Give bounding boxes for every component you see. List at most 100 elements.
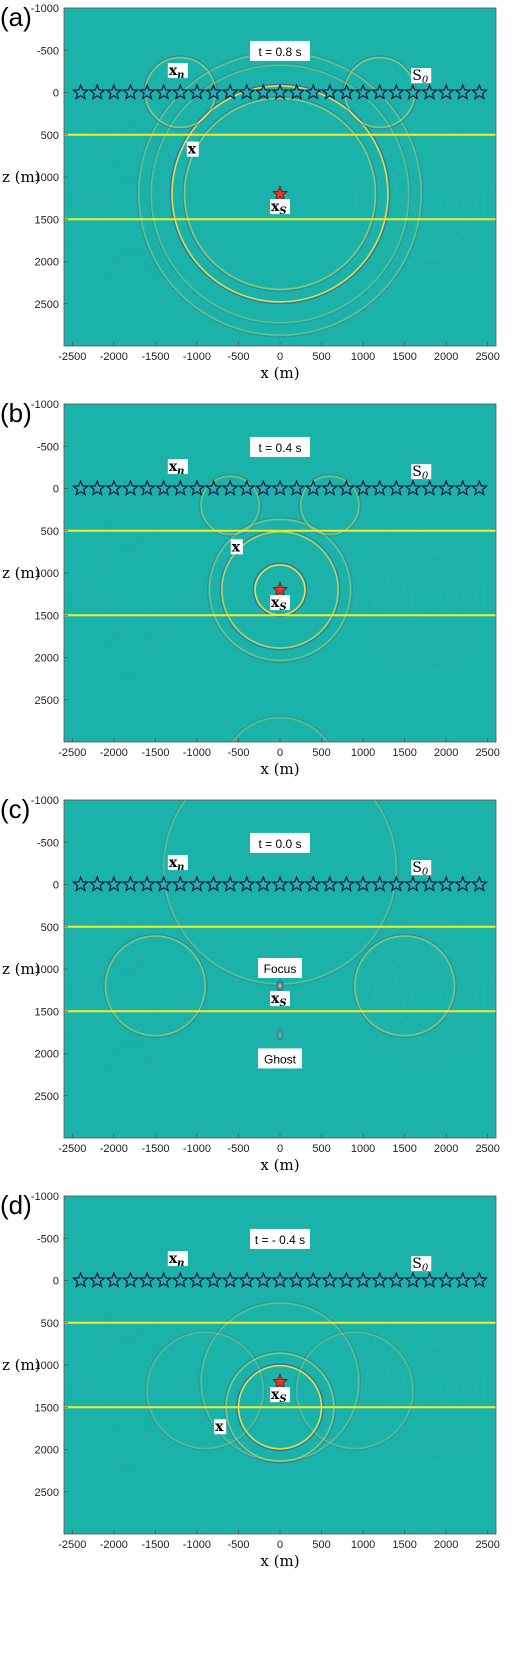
background-ripple — [410, 1371, 449, 1410]
time-label-box — [250, 40, 310, 61]
receiver-star — [387, 479, 406, 496]
wavefront-light — [231, 716, 329, 742]
symbol-subscript: n — [177, 1258, 184, 1269]
receiver-star — [188, 1271, 206, 1288]
y-tick-label: 2500 — [35, 1091, 59, 1103]
receiver-star — [287, 83, 306, 100]
receiver-star — [254, 875, 273, 892]
background-ripple — [365, 533, 495, 663]
symbol-label-box — [214, 1419, 227, 1435]
symbol-subscript: S — [279, 998, 286, 1009]
panel-label: (d) — [0, 1190, 32, 1220]
background-ripple — [70, 934, 191, 1055]
wavefront-dark — [252, 562, 308, 618]
background-ripple — [401, 570, 458, 627]
background-ripple — [383, 1344, 476, 1437]
background-ripple — [365, 1325, 495, 1455]
symbol-label-box — [411, 860, 432, 876]
receiver-star — [221, 1271, 239, 1288]
receiver-star — [238, 479, 256, 496]
wavefront-dark — [103, 933, 208, 1039]
wavefront-light — [200, 1302, 360, 1462]
y-tick-label: -500 — [37, 837, 59, 849]
receiver-star — [271, 479, 289, 496]
time-label-box — [250, 1228, 310, 1249]
wavefront-light — [104, 935, 207, 1037]
receiver-star — [370, 479, 389, 496]
receiver-star — [121, 1271, 140, 1288]
receiver-star — [254, 83, 273, 100]
x-tick-label: -500 — [227, 1539, 249, 1551]
symbol-subscript: S — [279, 1394, 286, 1405]
receiver-star — [354, 479, 372, 496]
background-ripple — [64, 1312, 209, 1469]
y-tick-label: 2000 — [35, 653, 59, 665]
receiver-star — [71, 479, 90, 496]
background-ripple — [79, 547, 182, 650]
background-ripple — [107, 971, 154, 1018]
receiver-star — [138, 1271, 156, 1288]
background-ripple — [392, 1353, 467, 1428]
y-tick-label: 500 — [41, 1318, 59, 1330]
x-tick-label: -500 — [227, 351, 249, 363]
symbol-subscript: n — [177, 70, 184, 81]
receiver-star — [354, 1271, 372, 1288]
x-tick-label: 500 — [312, 1143, 330, 1155]
focus-blob — [275, 1026, 285, 1043]
x-tick-label: 2500 — [475, 1539, 499, 1551]
receiver-star — [420, 875, 439, 892]
receiver-star — [121, 875, 140, 892]
wavefront-light — [353, 935, 456, 1037]
background-ripple — [401, 966, 458, 1023]
wavefront-dark — [294, 1329, 416, 1451]
background-ripple — [97, 961, 163, 1027]
receiver-star — [404, 479, 422, 496]
background-ripple — [79, 151, 182, 254]
x-axis-label: x (m) — [260, 364, 299, 382]
symbol-label-box — [270, 595, 290, 611]
x-tick-label: 2000 — [434, 747, 458, 759]
y-tick-label: -500 — [37, 45, 59, 57]
y-tick-label: 1500 — [35, 610, 59, 622]
wavefront-light — [150, 64, 410, 324]
y-tick-label: -1000 — [31, 1191, 59, 1203]
background-ripple — [70, 538, 191, 659]
receiver-star — [171, 83, 190, 100]
receiver-star — [454, 875, 472, 892]
receiver-star — [337, 479, 356, 496]
wavefront-dark — [298, 474, 362, 537]
annotation-ghost: Ghost — [264, 1052, 297, 1066]
wavefront-dark — [148, 62, 412, 325]
background-ripple — [355, 1316, 496, 1464]
y-tick-label: 2500 — [35, 299, 59, 311]
y-axis-label: z (m) — [2, 1356, 41, 1374]
panel-label: (c) — [0, 794, 30, 824]
symbol-subscript: 0 — [422, 75, 429, 86]
receiver-star — [420, 1271, 439, 1288]
panel-d: t = - 0.4 sxn S0xxS-1000-5000500100015002… — [0, 1190, 500, 1570]
y-tick-label: -500 — [37, 441, 59, 453]
x-tick-label: 2500 — [475, 351, 499, 363]
receiver-star — [154, 1271, 173, 1288]
y-tick-label: 0 — [53, 484, 59, 496]
background-ripple — [70, 142, 191, 263]
receiver-star — [437, 83, 455, 100]
receiver-star — [337, 875, 356, 892]
receiver-star — [321, 479, 339, 496]
source-star — [271, 1373, 289, 1389]
symbol-label-box — [270, 991, 290, 1007]
panel-label: (b) — [0, 398, 32, 428]
background-ripple — [383, 948, 476, 1041]
background-ripple — [392, 957, 467, 1032]
y-tick-label: 0 — [53, 88, 59, 100]
time-label-box — [250, 436, 310, 457]
background-ripple — [88, 556, 173, 640]
receiver-star — [470, 83, 489, 100]
x-tick-label: -2500 — [58, 1143, 86, 1155]
y-tick-label: 0 — [53, 880, 59, 892]
receiver-star — [221, 875, 239, 892]
receiver-star — [71, 875, 90, 892]
symbol-subscript: 0 — [422, 1263, 429, 1274]
receiver-star — [204, 1271, 223, 1288]
background-ripple — [79, 1339, 182, 1442]
